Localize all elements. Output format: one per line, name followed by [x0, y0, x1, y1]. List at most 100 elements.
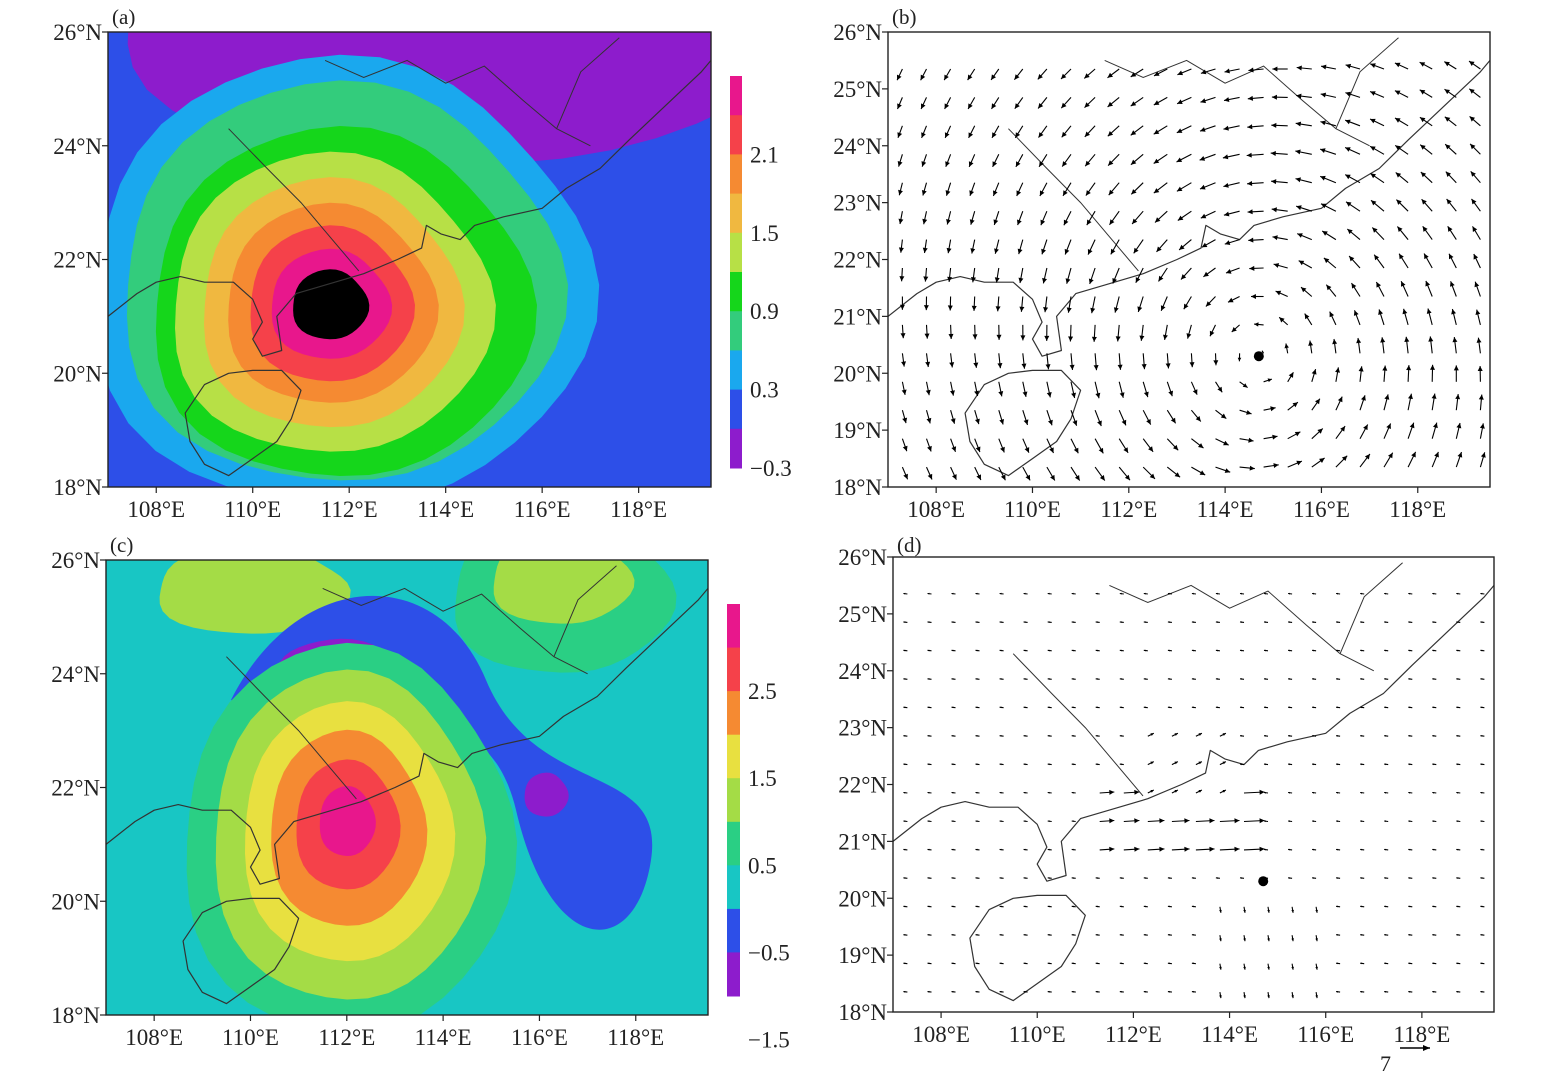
- wind-arrow-icon: [928, 735, 932, 737]
- wind-arrow-icon: [1144, 934, 1148, 936]
- wind-arrow-icon: [1192, 593, 1196, 595]
- wind-arrow-icon: [1110, 211, 1120, 225]
- lat-tick-label: 22°N: [833, 248, 882, 273]
- wind-arrow-icon: [1312, 849, 1316, 851]
- wind-arrow-icon: [1148, 790, 1154, 793]
- wind-arrow-icon: [1024, 735, 1028, 737]
- wind-arrow-icon: [951, 467, 957, 480]
- wind-arrow-icon: [1192, 991, 1196, 993]
- wind-arrow-icon: [1120, 593, 1124, 595]
- wind-arrow-icon: [1200, 154, 1216, 160]
- lon-tick-label: 112°E: [318, 1025, 375, 1050]
- wind-arrow-icon: [1096, 991, 1100, 993]
- wind-arrow-icon: [1220, 790, 1226, 793]
- wind-arrow-icon: [1312, 399, 1320, 411]
- colorbar-label: 0.5: [748, 853, 777, 878]
- wind-arrow-icon: [1312, 763, 1316, 765]
- wind-arrow-icon: [1396, 200, 1408, 212]
- wind-arrow-icon: [1192, 906, 1196, 908]
- wind-arrow-icon: [1042, 268, 1047, 283]
- wind-arrow-icon: [1226, 268, 1240, 274]
- lat-tick-label: 25°N: [838, 602, 887, 627]
- wind-arrow-icon: [1048, 906, 1052, 908]
- wind-arrow-icon: [1244, 847, 1265, 852]
- wind-arrow-icon: [975, 410, 980, 424]
- wind-arrow-icon: [1096, 678, 1100, 680]
- wind-arrow-icon: [1043, 297, 1048, 313]
- wind-arrow-icon: [1064, 211, 1071, 225]
- wind-arrow-icon: [1108, 69, 1120, 78]
- wind-arrow-icon: [1085, 154, 1095, 166]
- wind-arrow-icon: [928, 593, 932, 595]
- wind-arrow-icon: [1062, 126, 1071, 138]
- wind-arrow-icon: [1120, 707, 1124, 709]
- wind-arrow-icon: [1408, 763, 1412, 765]
- wind-arrow-icon: [1254, 322, 1264, 326]
- wind-arrow-icon: [1071, 467, 1080, 481]
- wind-arrow-icon: [1072, 963, 1076, 965]
- wind-arrow-icon: [1072, 593, 1076, 595]
- lat-tick-label: 23°N: [838, 716, 887, 741]
- colorbar-label: 2.5: [748, 679, 777, 704]
- wind-arrow-icon: [1024, 877, 1028, 879]
- wind-arrow-icon: [1445, 89, 1457, 97]
- wind-arrow-icon: [1119, 467, 1130, 480]
- wind-arrow-icon: [1248, 96, 1264, 101]
- wind-arrow-icon: [903, 593, 907, 595]
- wind-arrow-icon: [1456, 763, 1460, 765]
- province-border: [1336, 38, 1399, 129]
- wind-arrow-icon: [998, 382, 1003, 397]
- frame-b: [888, 32, 1490, 487]
- wind-arrow-icon: [1288, 593, 1292, 595]
- wind-arrow-icon: [952, 934, 956, 936]
- wind-arrow-icon: [1408, 906, 1412, 908]
- wind-arrow-icon: [1349, 256, 1360, 268]
- wind-arrow-icon: [1192, 678, 1196, 680]
- wind-arrow-icon: [897, 97, 902, 109]
- wind-arrow-icon: [1240, 877, 1244, 879]
- wind-arrow-icon: [1224, 211, 1240, 216]
- wind-arrow-icon: [1267, 992, 1270, 998]
- wind-arrow-icon: [1295, 150, 1312, 155]
- panel-label-c: (c): [110, 533, 133, 557]
- wind-arrow-icon: [969, 126, 975, 138]
- lon-tick-label: 118°E: [610, 497, 667, 522]
- wind-arrow-icon: [1220, 818, 1240, 823]
- wind-arrow-icon: [1016, 154, 1023, 167]
- wind-arrow-icon: [1224, 97, 1240, 102]
- wind-arrow-icon: [947, 240, 952, 254]
- wind-arrow-icon: [1336, 820, 1340, 822]
- wind-arrow-icon: [1248, 209, 1264, 214]
- hainan-coastline: [970, 895, 1085, 1000]
- wind-arrow-icon: [1120, 963, 1124, 965]
- wind-arrow-icon: [1187, 325, 1192, 339]
- lon-tick-label: 112°E: [1100, 497, 1157, 522]
- wind-arrow-icon: [1072, 763, 1076, 765]
- wind-arrow-icon: [992, 126, 999, 138]
- wind-arrow-icon: [1119, 410, 1126, 425]
- wind-arrow-icon: [1249, 266, 1263, 271]
- wind-arrow-icon: [1456, 877, 1460, 879]
- wind-arrow-icon: [1014, 69, 1022, 80]
- wind-arrow-icon: [1264, 735, 1268, 737]
- province-border: [1008, 129, 1138, 271]
- wind-arrow-icon: [1296, 177, 1312, 182]
- wind-arrow-icon: [1288, 678, 1292, 680]
- wind-arrow-icon: [1024, 963, 1028, 965]
- wind-arrow-icon: [1432, 763, 1436, 765]
- wind-arrow-icon: [1480, 849, 1484, 851]
- wind-arrow-icon: [1308, 341, 1313, 354]
- wind-arrow-icon: [1096, 707, 1100, 709]
- wind-arrow-icon: [1070, 353, 1075, 370]
- wind-arrow-icon: [1000, 792, 1004, 794]
- wind-arrow-icon: [1120, 735, 1124, 737]
- wind-arrow-icon: [903, 735, 907, 737]
- wind-arrow-icon: [1022, 353, 1027, 368]
- lat-tick-label: 26°N: [833, 20, 882, 45]
- wind-arrow-icon: [1456, 678, 1460, 680]
- wind-arrow-icon: [950, 382, 955, 396]
- colorbar-segment: [727, 952, 740, 996]
- wind-arrow-icon: [903, 707, 907, 709]
- wind-arrow-icon: [1148, 818, 1165, 823]
- wind-arrow-icon: [903, 849, 907, 851]
